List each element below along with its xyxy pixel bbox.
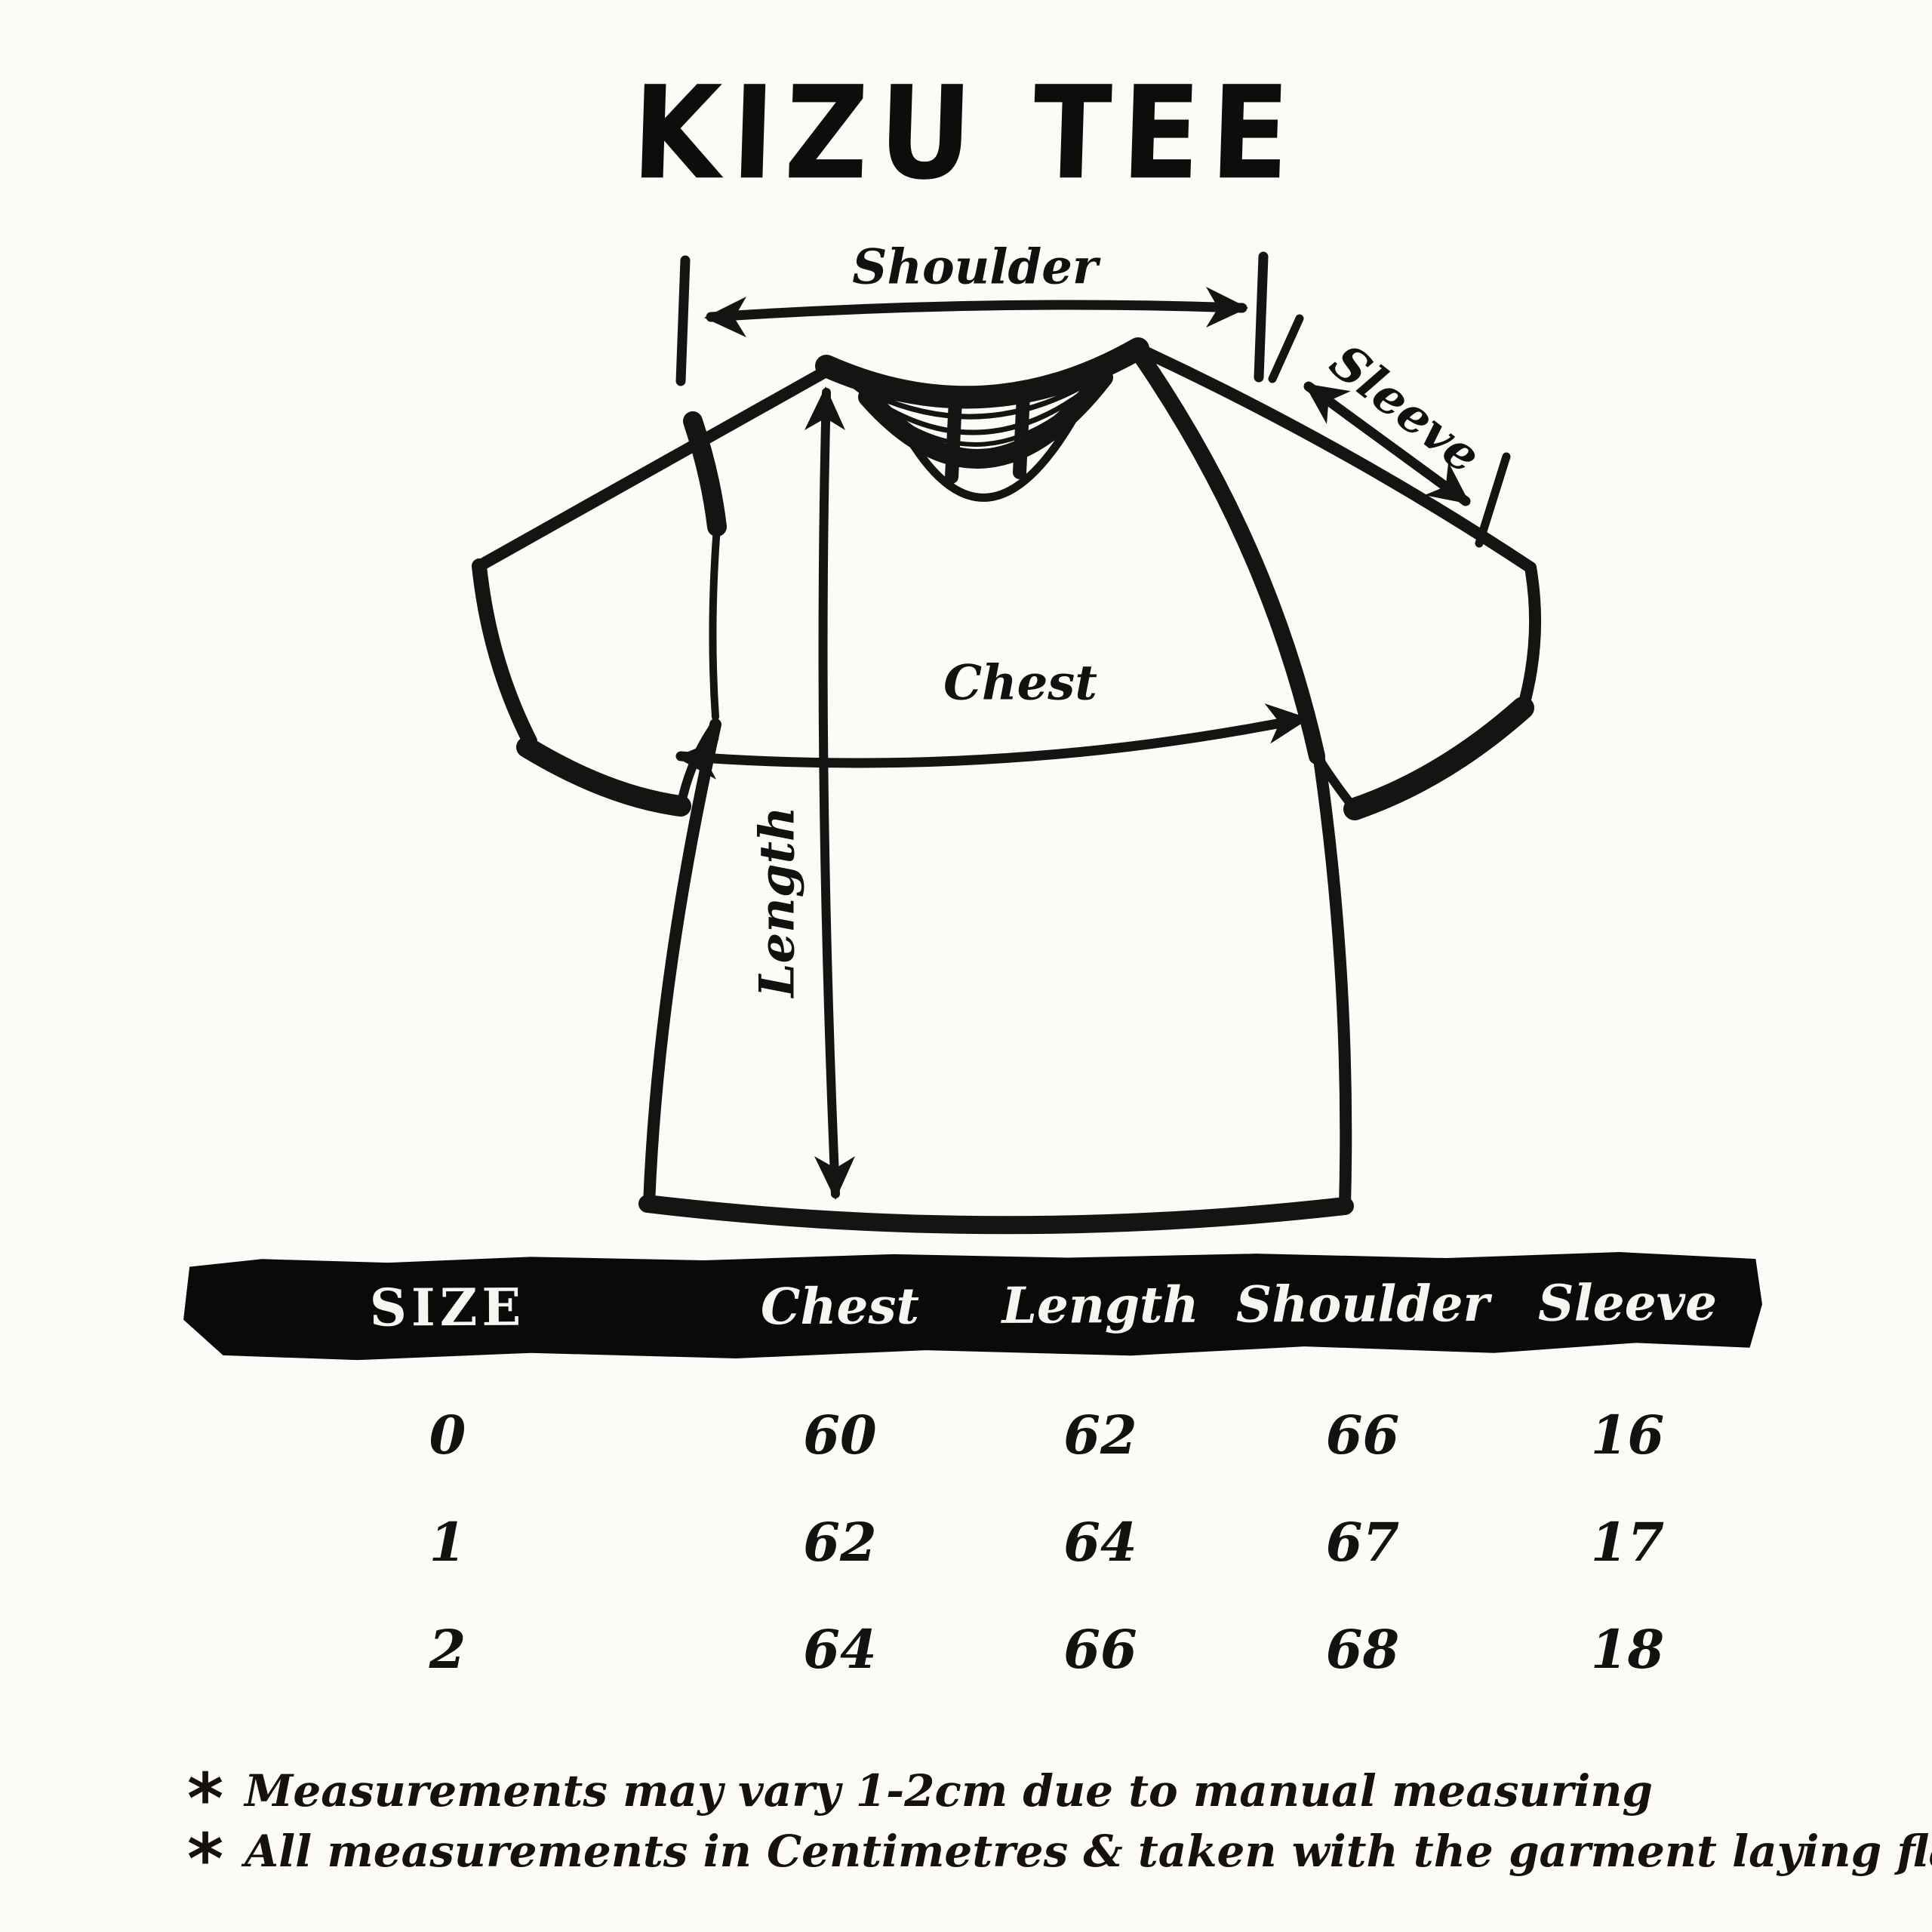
footnote-text: Measurements may vary 1-2cm due to manua… — [245, 1765, 1653, 1817]
cell-size: 0 — [429, 1403, 466, 1466]
col-header-chest: Chest — [760, 1276, 920, 1337]
col-header-size: SIZE — [369, 1277, 526, 1339]
length-label: Length — [749, 806, 806, 998]
size-table-body: 0 60 62 66 16 1 62 64 67 17 2 64 66 68 1… — [183, 1381, 1762, 1703]
cell-length: 66 — [1063, 1617, 1137, 1681]
cell-size: 2 — [429, 1617, 466, 1681]
sleeve-measure — [1268, 314, 1511, 548]
footnote-line: * All measurements in Centimetres & take… — [187, 1819, 1932, 1900]
table-row: 0 60 62 66 16 — [183, 1381, 1762, 1488]
cell-sleeve: 17 — [1590, 1510, 1665, 1574]
length-measure — [804, 386, 855, 1200]
shoulder-label: Shoulder — [852, 238, 1098, 296]
footnote-line: * Measurements may vary 1-2cm due to man… — [187, 1758, 1878, 1839]
cell-size: 1 — [429, 1510, 466, 1574]
tee-diagram — [472, 251, 1542, 1235]
size-table-header: SIZE Chest Length Shoulder Sleeve — [183, 1249, 1763, 1361]
asterisk-icon: * — [187, 1819, 224, 1900]
cell-shoulder: 66 — [1325, 1403, 1400, 1466]
cell-chest: 60 — [803, 1403, 877, 1466]
shoulder-measure — [675, 251, 1269, 386]
cell-sleeve: 18 — [1590, 1617, 1665, 1681]
neck-label — [945, 393, 962, 484]
page-title: KIZU TEE — [629, 58, 1303, 208]
tee-outline — [472, 343, 1542, 1235]
cell-length: 62 — [1063, 1403, 1137, 1466]
cell-shoulder: 67 — [1325, 1510, 1400, 1574]
table-row: 2 64 66 68 18 — [183, 1595, 1762, 1703]
cell-sleeve: 16 — [1590, 1403, 1665, 1466]
collar — [815, 337, 1149, 502]
chest-label: Chest — [943, 654, 1097, 712]
table-row: 1 62 64 67 17 — [183, 1488, 1762, 1595]
cell-chest: 64 — [803, 1617, 877, 1681]
col-header-sleeve: Sleeve — [1537, 1272, 1718, 1333]
size-table: SIZE Chest Length Shoulder Sleeve 0 60 6… — [183, 1253, 1762, 1681]
footnote-text: All measurements in Centimetres & taken … — [245, 1826, 1932, 1877]
chest-measure — [675, 703, 1309, 780]
cell-length: 64 — [1063, 1510, 1137, 1574]
col-header-length: Length — [1001, 1275, 1199, 1335]
footnotes: * Measurements may vary 1-2cm due to man… — [187, 1758, 1932, 1900]
asterisk-icon: * — [187, 1758, 224, 1839]
cell-shoulder: 68 — [1325, 1617, 1400, 1681]
cell-chest: 62 — [803, 1510, 877, 1574]
col-header-shoulder: Shoulder — [1235, 1274, 1490, 1334]
